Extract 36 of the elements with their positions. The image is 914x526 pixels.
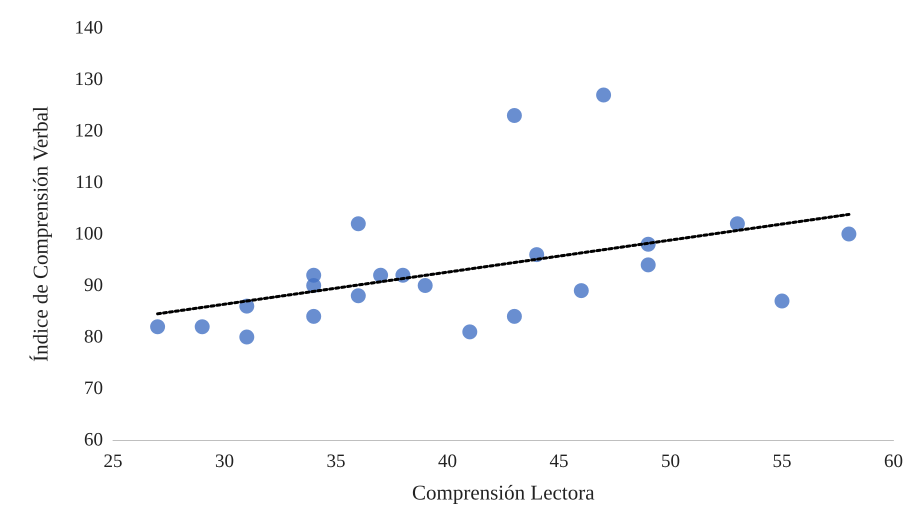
x-tick-label: 45 <box>550 451 568 472</box>
x-tick-label: 55 <box>772 451 792 472</box>
point <box>194 319 210 334</box>
y-tick-label: 70 <box>84 378 103 399</box>
x-axis-title: Comprensión Lectora <box>412 480 596 504</box>
y-tick-label: 100 <box>74 224 103 244</box>
x-tick-label: 25 <box>104 451 122 472</box>
point <box>574 283 589 298</box>
point <box>150 319 166 334</box>
y-tick-label: 110 <box>75 172 103 193</box>
x-tick-label: 35 <box>326 451 346 472</box>
point <box>373 268 388 283</box>
point <box>841 226 856 242</box>
point <box>640 257 656 272</box>
point <box>596 87 612 102</box>
point <box>774 293 790 308</box>
y-tick-label: 130 <box>74 69 103 90</box>
point <box>350 216 366 232</box>
y-tick-label: 120 <box>74 120 103 142</box>
y-tick-label: 90 <box>84 275 103 296</box>
point <box>730 216 745 232</box>
y-tick-label: 140 <box>74 18 103 38</box>
point <box>462 324 478 340</box>
y-tick-label: 80 <box>84 326 103 348</box>
point <box>506 108 522 124</box>
point <box>350 288 366 304</box>
y-tick-label: 60 <box>84 430 103 450</box>
x-tick-label: 30 <box>215 451 234 472</box>
x-tick-label: 60 <box>884 451 903 472</box>
x-tick-label: 50 <box>661 451 680 472</box>
point <box>239 330 254 344</box>
x-tick-label: 40 <box>438 451 457 472</box>
point <box>506 308 522 324</box>
y-axis-title: Índice de Comprensión Verbal <box>28 106 52 362</box>
point <box>418 278 433 293</box>
point <box>306 308 322 324</box>
